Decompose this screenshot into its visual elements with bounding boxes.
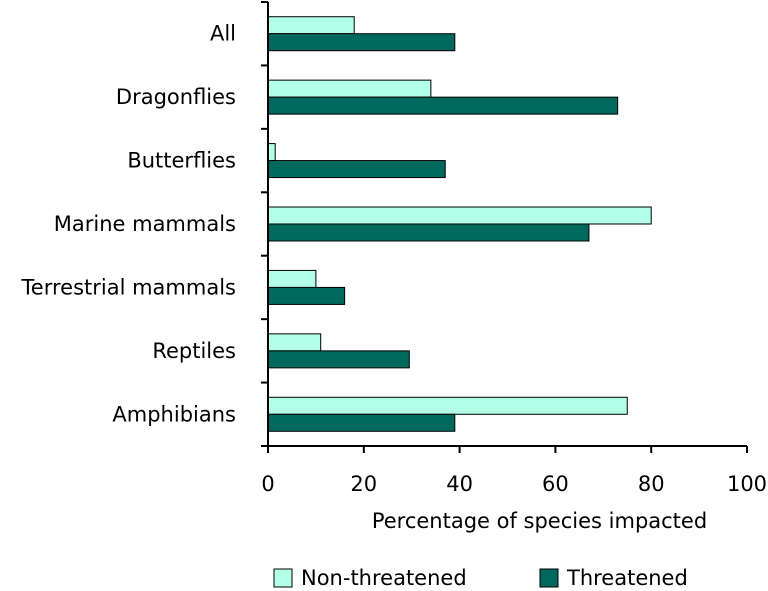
category-label-all: All [210,22,236,46]
legend-label-non-threatened: Non-threatened [301,566,467,590]
bar-dragonflies-non-threatened [267,79,432,98]
category-label-terrestrial-mammals: Terrestrial mammals [21,275,236,299]
x-tick-label: 80 [638,472,665,496]
legend-swatch-threatened [539,568,559,588]
x-tick-label: 0 [261,472,274,496]
bar-reptiles-threatened [267,350,410,369]
bar-amphibians-non-threatened [267,396,628,415]
bar-amphibians-threatened [267,413,456,432]
x-tick-label: 60 [542,472,569,496]
bars-layer [267,16,652,432]
x-tick-label: 40 [446,472,473,496]
bar-all-non-threatened [267,16,355,35]
bar-reptiles-non-threatened [267,333,322,352]
category-label-butterflies: Butterflies [127,149,236,173]
category-label-reptiles: Reptiles [152,339,236,363]
legend-swatch-non-threatened [273,568,293,588]
x-tick-label: 100 [727,472,767,496]
bar-butterflies-threatened [267,160,446,179]
bar-all-threatened [267,33,456,52]
bar-terrestrial-mammals-threatened [267,286,346,305]
category-label-marine-mammals: Marine mammals [54,212,236,236]
category-label-dragonflies: Dragonflies [116,85,236,109]
legend: Non-threatened Threatened [273,566,688,590]
x-tick-label: 20 [350,472,377,496]
bar-marine-mammals-non-threatened [267,206,652,225]
bar-butterflies-non-threatened [267,143,276,162]
axes-layer [261,1,748,453]
bar-terrestrial-mammals-non-threatened [267,269,317,288]
bar-marine-mammals-threatened [267,223,590,242]
bar-dragonflies-threatened [267,96,619,115]
legend-label-threatened: Threatened [566,566,688,590]
category-label-amphibians: Amphibians [112,402,236,426]
labels-layer: All Dragonflies Butterflies Marine mammals T… [21,22,768,496]
x-axis-title: Percentage of species impacted [372,509,707,533]
